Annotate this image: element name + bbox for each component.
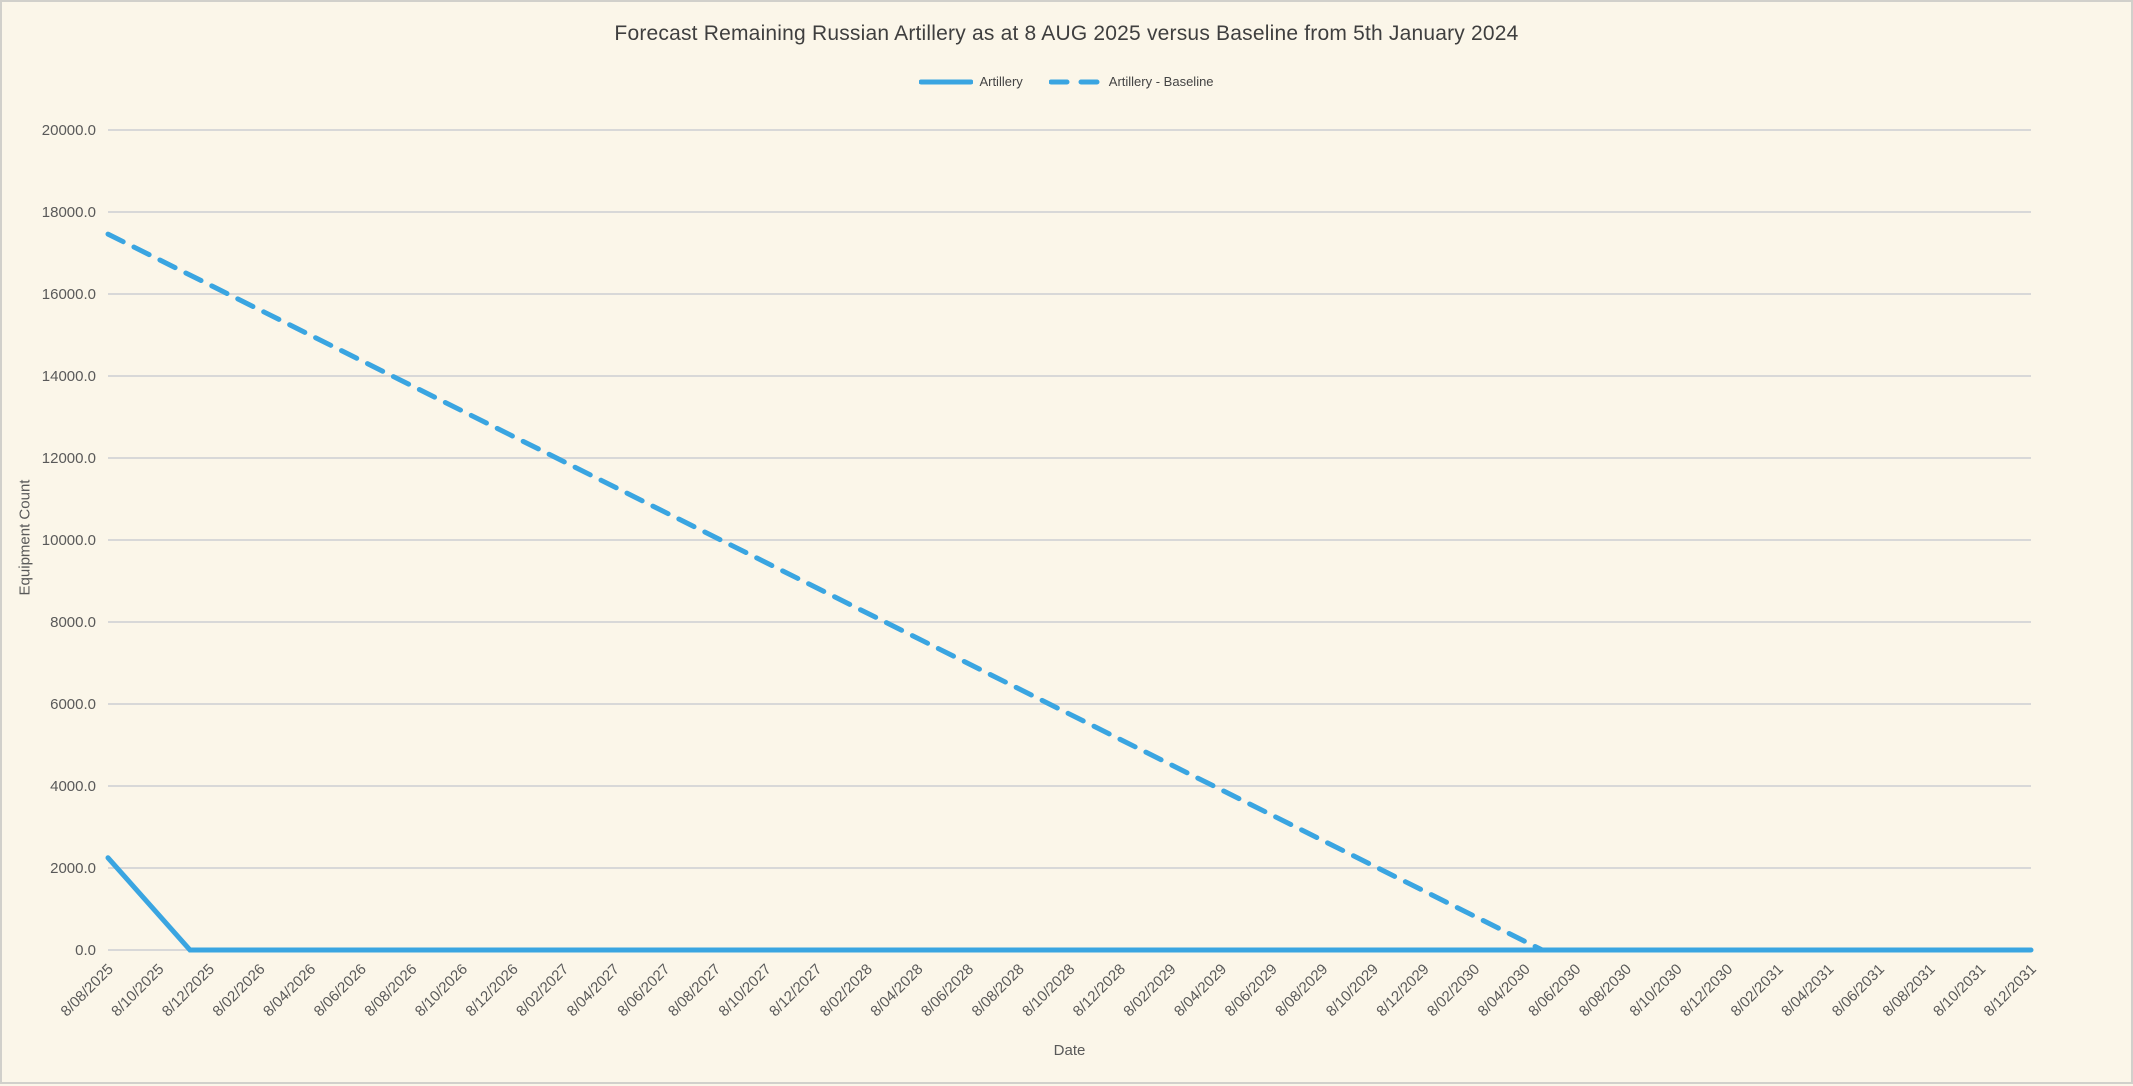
x-axis-tick-label: 8/02/2030 (1424, 961, 1483, 1020)
x-axis-tick-label: 8/08/2027 (665, 961, 724, 1020)
x-axis-tick-label: 8/02/2031 (1728, 961, 1787, 1020)
x-axis-tick-label: 8/08/2026 (361, 961, 420, 1020)
x-axis-tick-label: 8/04/2029 (1171, 961, 1230, 1020)
y-axis-tick-label: 14000.0 (42, 368, 96, 385)
x-axis-tick-label: 8/02/2028 (817, 961, 876, 1020)
chart-legend: Artillery Artillery - Baseline (2, 74, 2131, 89)
legend-item-artillery-baseline: Artillery - Baseline (1048, 74, 1214, 89)
y-axis-tick-label: 16000.0 (42, 286, 96, 303)
chart-title: Forecast Remaining Russian Artillery as … (614, 22, 1519, 45)
x-axis-tick-label: 8/04/2030 (1475, 961, 1534, 1020)
y-axis-title: Equipment Count (16, 479, 34, 596)
x-axis-tick-label: 8/02/2026 (209, 961, 268, 1020)
x-axis-tick-label: 8/12/2028 (1070, 961, 1129, 1020)
x-axis-tick-label: 8/08/2025 (58, 961, 117, 1020)
x-axis-tick-label: 8/08/2031 (1879, 961, 1938, 1020)
x-axis-tick-label: 8/12/2027 (766, 961, 825, 1020)
x-axis-tick-label: 8/06/2031 (1829, 961, 1888, 1020)
x-axis-tick-label: 8/06/2030 (1525, 961, 1584, 1020)
x-axis-tick-label: 8/04/2026 (260, 961, 319, 1020)
x-axis-tick-label: 8/10/2025 (108, 961, 167, 1020)
solid-line-swatch-icon (919, 79, 974, 84)
series-line-artillery (105, 855, 2034, 953)
y-axis-tick-label: 18000.0 (42, 204, 96, 221)
dashed-line-swatch-icon (1048, 79, 1103, 84)
x-axis-title: Date (1053, 1042, 1086, 1059)
x-axis-tick-label: 8/10/2026 (412, 961, 471, 1020)
x-axis-tick-label: 8/10/2030 (1626, 961, 1685, 1020)
x-axis-tick-label: 8/10/2029 (1323, 961, 1382, 1020)
x-axis-tick-label: 8/12/2026 (462, 961, 521, 1020)
y-axis-tick-label: 4000.0 (50, 778, 96, 795)
x-axis-tick-label: 8/02/2029 (1120, 961, 1179, 1020)
x-axis-tick-label: 8/12/2030 (1677, 961, 1736, 1020)
x-axis-tick-label: 8/10/2031 (1930, 961, 1989, 1020)
x-axis-tick-label: 8/08/2029 (1272, 961, 1331, 1020)
y-axis-tick-label: 2000.0 (50, 860, 96, 877)
x-axis-tick-label: 8/10/2027 (715, 961, 774, 1020)
x-axis-tick-label: 8/04/2027 (564, 961, 623, 1020)
x-axis-tick-label: 8/12/2029 (1373, 961, 1432, 1020)
x-axis-tick-label: 8/04/2031 (1778, 961, 1837, 1020)
x-axis-tick-label: 8/12/2025 (159, 961, 218, 1020)
legend-item-artillery: Artillery (919, 74, 1023, 89)
x-axis-tick-label: 8/06/2028 (918, 961, 977, 1020)
x-axis-tick-label: 8/06/2029 (1222, 961, 1281, 1020)
x-axis-tick-label: 8/08/2028 (969, 961, 1028, 1020)
legend-label: Artillery (979, 74, 1023, 89)
y-axis-tick-label: 10000.0 (42, 532, 96, 549)
y-axis-tick-label: 20000.0 (42, 122, 96, 139)
y-axis-tick-label: 6000.0 (50, 696, 96, 713)
x-axis-tick-label: 8/12/2031 (1981, 961, 2040, 1020)
legend-label: Artillery - Baseline (1108, 74, 1214, 89)
x-axis-tick-label: 8/08/2030 (1576, 961, 1635, 1020)
x-axis-tick-label: 8/04/2028 (867, 961, 926, 1020)
series-line-artillery-baseline (105, 231, 1545, 953)
y-axis-tick-label: 8000.0 (50, 614, 96, 631)
x-axis-tick-label: 8/10/2028 (1019, 961, 1078, 1020)
x-axis-tick-label: 8/06/2027 (614, 961, 673, 1020)
x-axis-tick-label: 8/06/2026 (311, 961, 370, 1020)
y-axis-tick-label: 0.0 (75, 942, 96, 959)
x-axis-tick-label: 8/02/2027 (513, 961, 572, 1020)
y-axis-tick-label: 12000.0 (42, 450, 96, 467)
